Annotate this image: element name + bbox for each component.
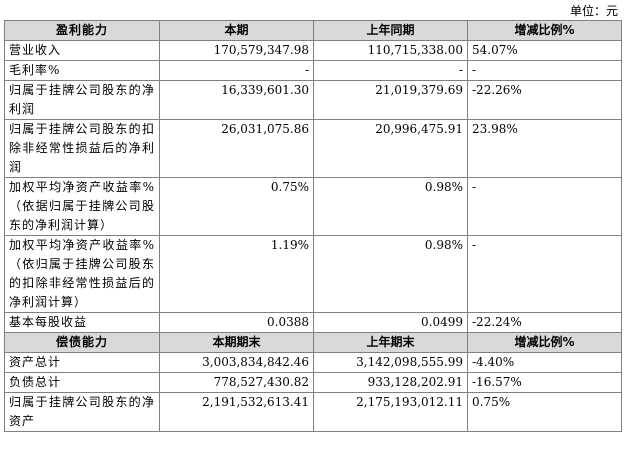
data-row: 资产总计 3,003,834,842.46 3,142,098,555.99 -4.4…: [4, 352, 622, 373]
cell: -: [467, 235, 622, 313]
header-row: 偿债能力 本期期末 上年期末 增减比例%: [4, 332, 622, 353]
data-row: 归属于挂牌公司股东的净利润 16,339,601.30 21,019,379.69-…: [4, 80, 622, 120]
row-label: 营业收入: [4, 40, 160, 61]
cell: -16.57%: [467, 372, 622, 393]
header-cell: 本期: [159, 20, 314, 41]
cell: -: [313, 60, 468, 81]
cell: 2,191,532,613.41: [159, 392, 314, 432]
cell: -4.40%: [467, 352, 622, 373]
cell: 21,019,379.69: [313, 80, 468, 120]
row-label: 加权平均净资产收益率%（依据归属于挂牌公司股东的净利润计算）: [4, 177, 160, 236]
header-cell: 上年期末: [313, 332, 468, 353]
data-row: 加权平均净资产收益率%（依归属于挂牌公司股东的扣除非经常性损益后的净利润计算） 1…: [4, 235, 622, 313]
row-label: 负债总计: [4, 372, 160, 393]
cell: 0.0499: [313, 312, 468, 333]
header-row: 盈利能力 本期 上年同期 增减比例%: [4, 20, 622, 41]
cell: 3,003,834,842.46: [159, 352, 314, 373]
cell: 54.07%: [467, 40, 622, 61]
row-label: 基本每股收益: [4, 312, 160, 333]
header-cell: 上年同期: [313, 20, 468, 41]
data-row: 负债总计 778,527,430.82 933,128,202.91 -16.57%: [4, 372, 622, 393]
cell: 2,175,193,012.11: [313, 392, 468, 432]
cell: -: [467, 177, 622, 236]
data-row: 毛利率% - - -: [4, 60, 622, 81]
data-row: 归属于挂牌公司股东的扣除非经常性损益后的净利润 26,031,075.86 20,9…: [4, 119, 622, 178]
cell: -22.26%: [467, 80, 622, 120]
cell: 20,996,475.91: [313, 119, 468, 178]
row-label: 加权平均净资产收益率%（依归属于挂牌公司股东的扣除非经常性损益后的净利润计算）: [4, 235, 160, 313]
financial-table: 盈利能力 本期 上年同期 增减比例% 营业收入 170,579,347.98 110,715…: [4, 20, 622, 432]
data-row: 归属于挂牌公司股东的净资产 2,191,532,613.41 2,175,193,0…: [4, 392, 622, 432]
cell: 16,339,601.30: [159, 80, 314, 120]
unit-label: 单位：元: [569, 4, 618, 18]
header-cell: 增减比例%: [467, 20, 622, 41]
cell: 0.75%: [159, 177, 314, 236]
header-cell: 偿债能力: [4, 332, 160, 353]
cell: 170,579,347.98: [159, 40, 314, 61]
cell: 0.0388: [159, 312, 314, 333]
row-label: 归属于挂牌公司股东的净利润: [4, 80, 160, 120]
row-label: 资产总计: [4, 352, 160, 373]
cell: 3,142,098,555.99: [313, 352, 468, 373]
row-label: 归属于挂牌公司股东的净资产: [4, 392, 160, 432]
cell: 23.98%: [467, 119, 622, 178]
cell: 0.75%: [467, 392, 622, 432]
header-cell: 本期期末: [159, 332, 314, 353]
cell: -: [159, 60, 314, 81]
cell: 1.19%: [159, 235, 314, 313]
cell: 0.98%: [313, 177, 468, 236]
cell: 110,715,338.00: [313, 40, 468, 61]
cell: -: [467, 60, 622, 81]
cell: 933,128,202.91: [313, 372, 468, 393]
header-cell: 增减比例%: [467, 332, 622, 353]
header-cell: 盈利能力: [4, 20, 160, 41]
data-row: 营业收入 170,579,347.98 110,715,338.00 54.07%: [4, 40, 622, 61]
cell: 26,031,075.86: [159, 119, 314, 178]
cell: 778,527,430.82: [159, 372, 314, 393]
cell: 0.98%: [313, 235, 468, 313]
data-row: 加权平均净资产收益率%（依据归属于挂牌公司股东的净利润计算） 0.75% 0.98%…: [4, 177, 622, 236]
cell: -22.24%: [467, 312, 622, 333]
data-row: 基本每股收益 0.0388 0.0499 -22.24%: [4, 312, 622, 333]
row-label: 毛利率%: [4, 60, 160, 81]
row-label: 归属于挂牌公司股东的扣除非经常性损益后的净利润: [4, 119, 160, 178]
